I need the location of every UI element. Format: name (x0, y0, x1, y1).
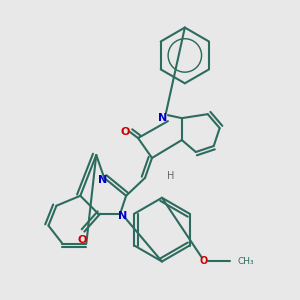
Text: CH₃: CH₃ (238, 257, 254, 266)
Text: N: N (118, 211, 127, 221)
Text: O: O (78, 235, 87, 244)
Text: N: N (158, 113, 168, 123)
Text: O: O (120, 127, 130, 137)
Text: H: H (167, 171, 174, 181)
Text: N: N (98, 175, 107, 185)
Text: O: O (200, 256, 208, 266)
